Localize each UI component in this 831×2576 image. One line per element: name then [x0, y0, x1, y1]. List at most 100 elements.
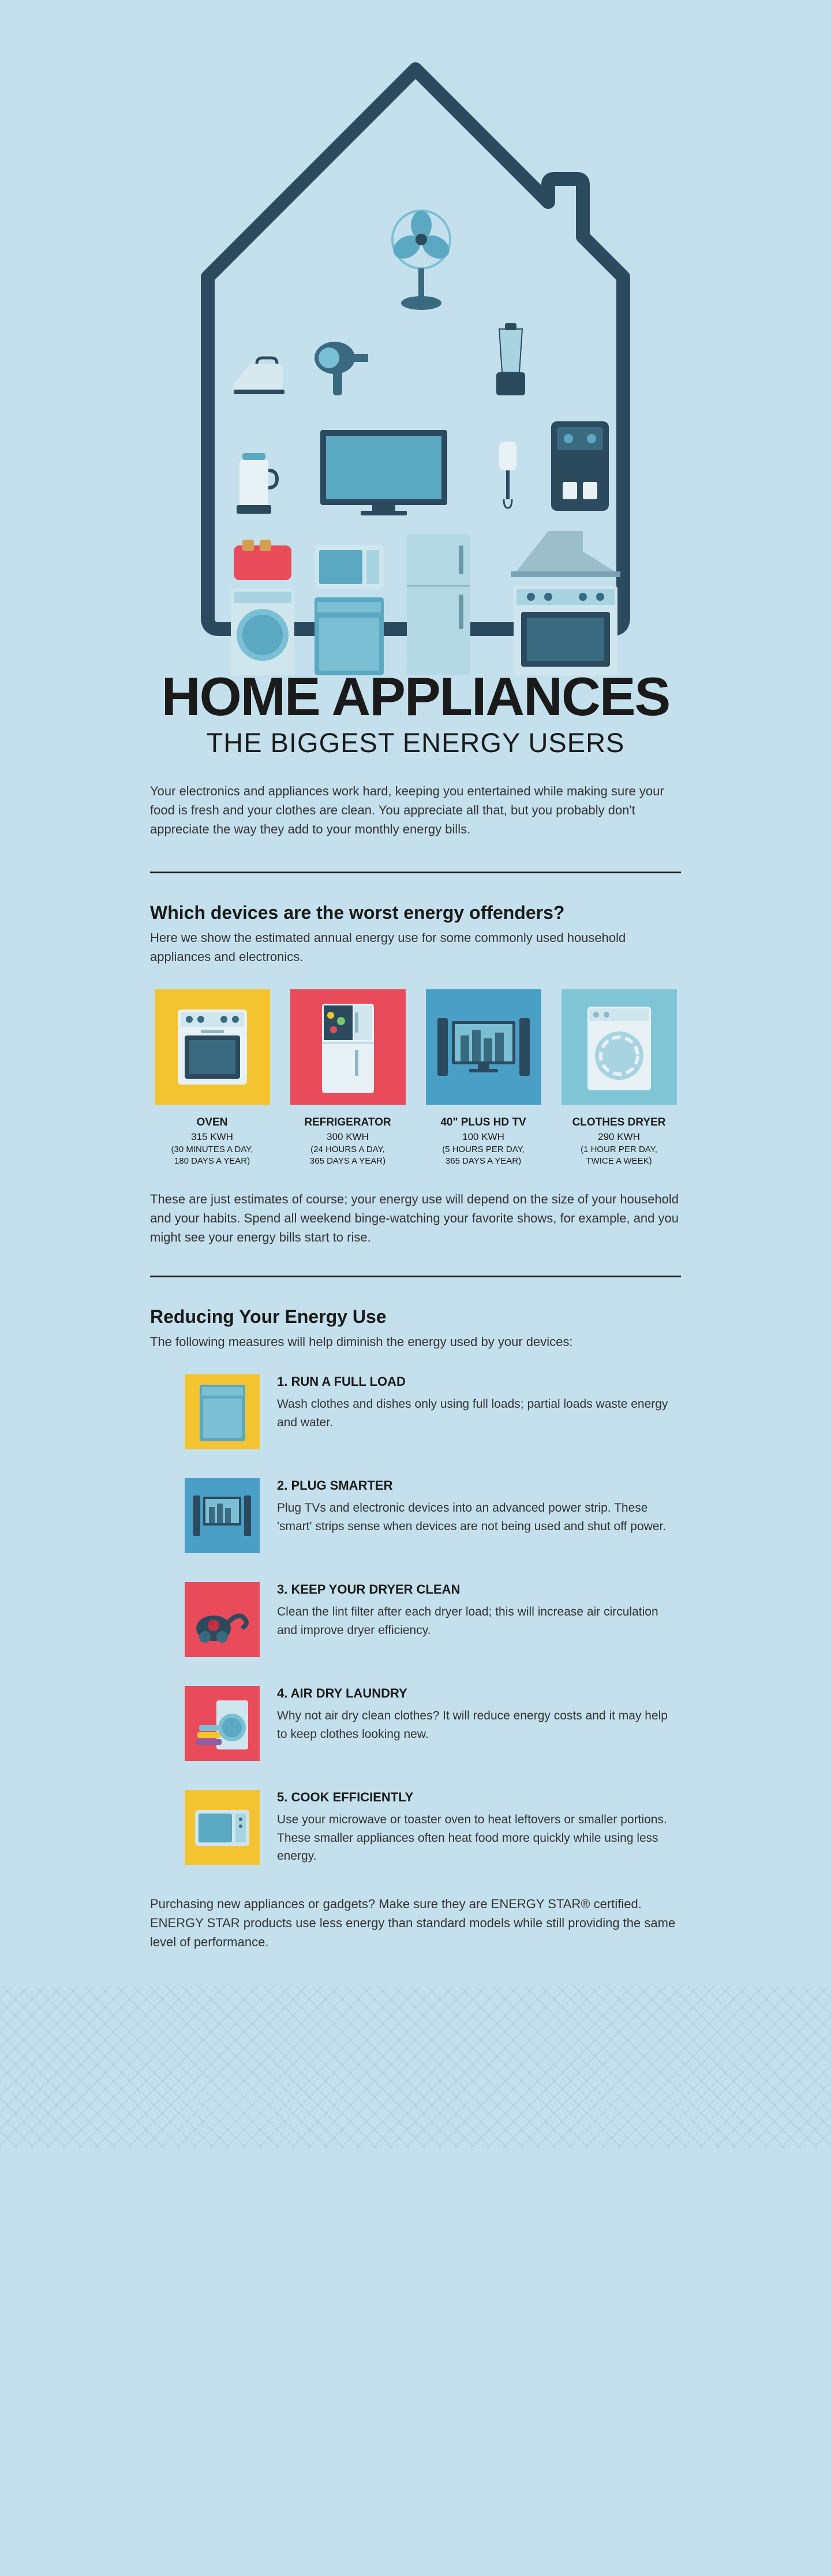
microwave-icon	[190, 1804, 254, 1850]
reduce-subtitle: The following measures will help diminis…	[150, 1332, 681, 1351]
tip-5-desc: Use your microwave or toaster oven to he…	[277, 1811, 681, 1865]
tip-5-title: 5. COOK EFFICIENTLY	[277, 1790, 681, 1805]
offenders-note: These are just estimates of course; your…	[150, 1190, 681, 1247]
tip-4-title: 4. AIR DRY LAUNDRY	[277, 1686, 681, 1701]
dryer-icon	[579, 1001, 660, 1093]
coffee-machine-icon	[542, 413, 617, 517]
dryer-usage2: TWICE A WEEK)	[557, 1156, 681, 1167]
fridge-icon-wrap	[398, 528, 479, 681]
tip-3-title: 3. KEEP YOUR DRYER CLEAN	[277, 1582, 681, 1597]
mixer-icon-wrap	[488, 436, 534, 519]
main-title: HOME APPLIANCES THE BIGGEST ENERGY USERS	[0, 670, 831, 758]
iron-icon-wrap	[225, 355, 300, 404]
fan-row	[225, 208, 617, 312]
footer-paragraph: Purchasing new appliances or gadgets? Ma…	[150, 1894, 681, 1951]
tip-1: 1. RUN A FULL LOAD Wash clothes and dish…	[150, 1374, 681, 1449]
tip-2-content: 2. PLUG SMARTER Plug TVs and electronic …	[277, 1478, 681, 1535]
kettle-icon-wrap	[225, 442, 300, 519]
tip-4-icon	[185, 1686, 260, 1761]
fridge-name: REFRIGERATOR	[286, 1116, 410, 1129]
fan-icon	[384, 208, 459, 312]
tip-4-desc: Why not air dry clean clothes? It will r…	[277, 1707, 681, 1743]
toaster-washer-wrap	[225, 540, 300, 681]
vacuum-icon	[190, 1594, 254, 1646]
blender-icon-wrap	[488, 320, 534, 404]
tip-3-desc: Clean the lint filter after each dryer l…	[277, 1603, 681, 1639]
tv-small-icon	[190, 1490, 254, 1542]
tip-2-title: 2. PLUG SMARTER	[277, 1478, 681, 1493]
dryer-name: CLOTHES DRYER	[557, 1116, 681, 1129]
fridge-usage2: 365 DAYS A YEAR)	[286, 1156, 410, 1167]
tv-icon	[432, 1007, 536, 1087]
offenders-title: Which devices are the worst energy offen…	[150, 902, 681, 924]
house-illustration	[150, 46, 681, 652]
fridge-big-icon	[398, 528, 479, 678]
tips-list: 1. RUN A FULL LOAD Wash clothes and dish…	[150, 1374, 681, 1865]
divider-2	[150, 1276, 681, 1277]
oven-name: OVEN	[150, 1116, 274, 1129]
offenders-subtitle: Here we show the estimated annual energy…	[150, 928, 681, 966]
microwave-dishwasher-icon	[309, 540, 390, 678]
oven-icon	[172, 1004, 253, 1090]
tip-2-icon	[185, 1478, 260, 1553]
offender-oven: OVEN 315 KWH (30 MINUTES A DAY, 180 DAYS…	[150, 989, 274, 1167]
tip-4: 4. AIR DRY LAUNDRY Why not air dry clean…	[150, 1686, 681, 1761]
divider-1	[150, 872, 681, 873]
offenders-section: Which devices are the worst energy offen…	[150, 902, 681, 1247]
dryer-kwh: 290 KWH	[557, 1131, 681, 1143]
tip-3-icon	[185, 1582, 260, 1657]
tv-usage1: (5 HOURS PER DAY,	[421, 1144, 545, 1156]
offender-dryer: CLOTHES DRYER 290 KWH (1 HOUR PER DAY, T…	[557, 989, 681, 1167]
tip-2: 2. PLUG SMARTER Plug TVs and electronic …	[150, 1478, 681, 1553]
tip-1-content: 1. RUN A FULL LOAD Wash clothes and dish…	[277, 1374, 681, 1431]
tip-3: 3. KEEP YOUR DRYER CLEAN Clean the lint …	[150, 1582, 681, 1657]
subtitle-text: THE BIGGEST ENERGY USERS	[0, 727, 831, 758]
tip-5-icon	[185, 1790, 260, 1865]
fridge-usage1: (24 HOURS A DAY,	[286, 1144, 410, 1156]
toaster-washer-icon	[225, 540, 300, 678]
fridge-tile	[290, 989, 406, 1105]
appliance-grid	[225, 208, 606, 681]
oven-usage1: (30 MINUTES A DAY,	[150, 1144, 274, 1156]
tv-icon-wrap	[309, 424, 479, 519]
reduce-section: Reducing Your Energy Use The following m…	[150, 1306, 681, 1951]
range-hood-icon	[488, 528, 643, 678]
tip-2-desc: Plug TVs and electronic devices into an …	[277, 1499, 681, 1535]
tv-name: 40" PLUS HD TV	[421, 1116, 545, 1129]
tv-big-icon	[309, 424, 459, 517]
fridge-kwh: 300 KWH	[286, 1131, 410, 1143]
laundry-icon	[190, 1692, 254, 1755]
tip-1-title: 1. RUN A FULL LOAD	[277, 1374, 681, 1389]
oven-usage2: 180 DAYS A YEAR)	[150, 1156, 274, 1167]
oven-kwh: 315 KWH	[150, 1131, 274, 1143]
coffee-icon-wrap	[542, 413, 617, 519]
infographic-container: HOME APPLIANCES THE BIGGEST ENERGY USERS…	[0, 0, 831, 2148]
iron-icon	[225, 355, 289, 401]
tip-5-content: 5. COOK EFFICIENTLY Use your microwave o…	[277, 1790, 681, 1865]
dryer-tile	[562, 989, 677, 1105]
oven-tile	[155, 989, 270, 1105]
tip-4-content: 4. AIR DRY LAUNDRY Why not air dry clean…	[277, 1686, 681, 1743]
tv-usage2: 365 DAYS A YEAR)	[421, 1156, 545, 1167]
fridge-icon	[313, 998, 383, 1096]
offenders-row: OVEN 315 KWH (30 MINUTES A DAY, 180 DAYS…	[150, 989, 681, 1167]
tv-kwh: 100 KWH	[421, 1131, 545, 1143]
tv-tile	[426, 989, 541, 1105]
bottom-pattern	[0, 1986, 831, 2148]
offender-fridge: REFRIGERATOR 300 KWH (24 HOURS A DAY, 36…	[286, 989, 410, 1167]
hairdryer-icon-wrap	[309, 338, 390, 404]
tip-1-desc: Wash clothes and dishes only using full …	[277, 1395, 681, 1431]
hairdryer-icon	[309, 338, 372, 401]
kettle-icon	[225, 442, 283, 517]
intro-paragraph: Your electronics and appliances work har…	[150, 782, 681, 839]
offender-tv: 40" PLUS HD TV 100 KWH (5 HOURS PER DAY,…	[421, 989, 545, 1167]
tip-3-content: 3. KEEP YOUR DRYER CLEAN Clean the lint …	[277, 1582, 681, 1639]
mixer-icon	[488, 436, 528, 517]
hero-section: HOME APPLIANCES THE BIGGEST ENERGY USERS…	[0, 0, 831, 843]
tip-5: 5. COOK EFFICIENTLY Use your microwave o…	[150, 1790, 681, 1865]
blender-icon	[488, 320, 534, 401]
microwave-dishwasher-wrap	[309, 540, 390, 681]
range-icon-wrap	[488, 528, 617, 681]
dishwasher-icon	[195, 1380, 250, 1444]
reduce-title: Reducing Your Energy Use	[150, 1306, 681, 1328]
